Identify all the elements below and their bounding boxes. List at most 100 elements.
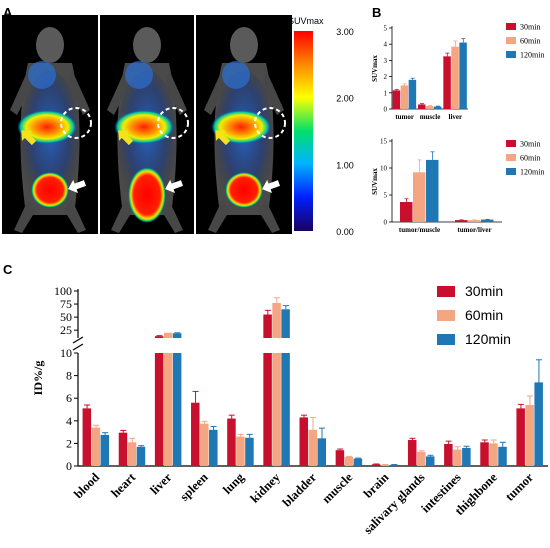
colorbar-tick-label: 0.00	[336, 227, 354, 237]
bladder-uptake	[128, 167, 166, 223]
white-arrow-shape	[165, 179, 184, 193]
bar-60min	[127, 442, 137, 466]
dashed-circle-icon	[60, 107, 92, 139]
bar-30min	[191, 402, 200, 466]
white-arrow-shape	[68, 179, 87, 193]
bar-60min-upper	[272, 303, 281, 338]
bar-60min	[451, 46, 459, 109]
bar-120min	[408, 79, 417, 109]
y-tick-label: 2	[384, 73, 388, 81]
legend-swatch	[506, 168, 516, 175]
bar-30min	[407, 440, 417, 466]
dashed-circle-icon	[254, 107, 286, 139]
head-shape	[36, 27, 64, 63]
x-tick-label: kidney	[248, 470, 284, 506]
legend-label: 120min	[520, 168, 544, 177]
x-tick-label: muscle	[319, 470, 355, 506]
left-hindlimb-shape	[111, 200, 133, 233]
bar-120min	[281, 353, 290, 466]
bar-30min	[227, 418, 236, 466]
y-tick-label: 3	[384, 57, 388, 65]
bar-120min	[434, 106, 442, 109]
x-tick-label: spleen	[177, 470, 211, 504]
left-hindlimb-shape	[208, 200, 230, 233]
x-tick-label: lung	[220, 470, 247, 497]
y-tick-label: 10	[60, 346, 72, 360]
yellow-arrow-shape	[215, 130, 231, 146]
bar-60min	[489, 443, 498, 466]
x-tick-label: liver	[147, 470, 174, 497]
bar-60min	[272, 353, 281, 466]
right-hindlimb-shape	[161, 200, 183, 233]
pet-image-2: 60min	[100, 15, 194, 234]
y-tick-label: 0	[66, 459, 72, 473]
bar-60min	[426, 106, 434, 109]
bar-120min	[534, 382, 543, 466]
bar-120min	[462, 447, 471, 466]
legend-label: 60min	[465, 307, 503, 323]
y-tick-label: 50	[60, 310, 72, 324]
colorbar-title: SUVmax	[288, 16, 324, 26]
bar-120min	[317, 438, 326, 466]
axis-break-mark	[72, 336, 84, 344]
bar-60min-upper	[163, 332, 173, 338]
bar-30min	[455, 220, 468, 222]
heart-uptake	[125, 61, 153, 89]
bar-60min	[453, 449, 462, 466]
bar-30min	[263, 353, 272, 466]
y-tick-label: 0	[384, 219, 388, 227]
bar-60min	[400, 85, 409, 109]
pet-image-3: 120min	[196, 15, 292, 234]
bar-120min-upper	[172, 333, 182, 338]
bar-120min	[459, 42, 467, 109]
bar-30min	[480, 442, 489, 466]
pet-image-1: 30min	[2, 15, 98, 234]
right-forelimb-shape	[165, 70, 187, 115]
y-tick-label: 5	[384, 25, 388, 33]
legend-swatch	[437, 334, 455, 345]
y-tick-label: 0	[384, 106, 388, 114]
head-shape	[230, 27, 258, 63]
bar-30min	[400, 202, 413, 222]
x-tick-label: bladder	[280, 470, 320, 510]
left-forelimb-shape	[204, 70, 226, 115]
x-tick-label: blood	[71, 470, 102, 501]
bar-120min	[498, 446, 507, 466]
y-tick-label: 5	[384, 192, 388, 200]
y-axis-label: ID%/g	[31, 361, 45, 396]
heart-uptake	[28, 61, 56, 89]
y-tick-label: 10	[380, 165, 388, 173]
bar-30min	[443, 56, 451, 109]
bar-30min	[154, 353, 164, 466]
legend-swatch	[506, 23, 516, 30]
colorbar	[294, 31, 313, 231]
bar-120min	[136, 446, 146, 466]
right-forelimb-shape	[68, 70, 90, 115]
y-tick-label: 8	[66, 369, 72, 383]
bar-120min	[425, 456, 435, 466]
legend-label: 120min	[520, 51, 544, 60]
legend-label: 120min	[465, 331, 511, 347]
bar-30min	[371, 464, 381, 466]
y-tick-label: 25	[60, 323, 72, 337]
colorbar-tick-label: 3.00	[336, 27, 354, 37]
yellow-arrow-shape	[118, 130, 134, 146]
bar-120min	[481, 219, 494, 222]
bar-30min	[444, 443, 453, 466]
left-hindlimb-shape	[14, 200, 36, 233]
left-forelimb-shape	[107, 70, 129, 115]
white-arrow-icon	[262, 179, 281, 193]
time-label: 60min	[106, 19, 131, 29]
white-arrow-shape	[262, 179, 281, 193]
heart-uptake	[222, 61, 250, 89]
colorbar-tick-label: 1.00	[336, 160, 354, 170]
legend-swatch	[437, 310, 455, 321]
bar-120min	[389, 464, 399, 466]
bar-60min	[413, 172, 426, 222]
time-label: 120min	[202, 19, 232, 29]
white-arrow-icon	[165, 179, 184, 193]
bar-30min	[335, 450, 345, 466]
bar-120min	[172, 353, 182, 466]
bar-60min	[163, 353, 173, 466]
